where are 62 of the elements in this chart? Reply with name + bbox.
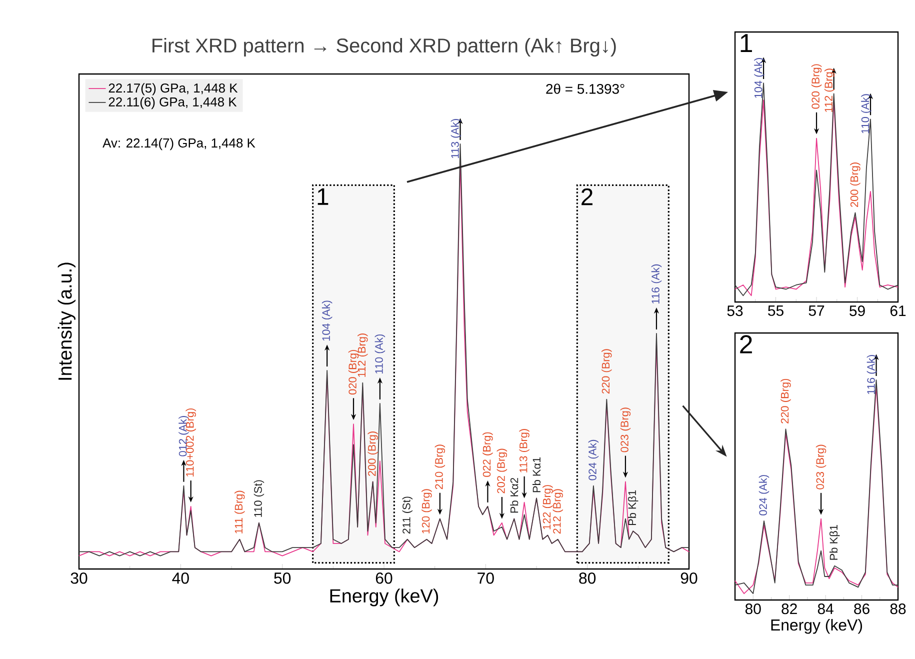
x-tick-label: 84	[818, 604, 834, 614]
legend-label: 22.11(6) GPa, 1,448 K	[108, 96, 237, 110]
text: 2	[740, 335, 752, 354]
text: 2θ = 5.1393°	[546, 84, 624, 94]
x-tick-label: 53	[727, 306, 743, 316]
annotation: 112 (Brg)	[358, 334, 368, 377]
x-tick-label: 40	[172, 572, 189, 584]
annotation: 210 (Brg)	[434, 444, 446, 490]
x-tick-label: 30	[70, 572, 88, 584]
annotation: 212 (Brg)	[552, 489, 563, 534]
annotation: 211 (St)	[402, 496, 412, 534]
annotation: 116 (Ak)	[651, 264, 662, 304]
annotation: 202 (Brg)	[496, 448, 508, 494]
annotation: Pb Kβ1	[830, 525, 840, 560]
annotation: 110 (Ak)	[374, 334, 386, 374]
annotation: 220 (Brg)	[602, 349, 612, 394]
annotation: 110 (Ak)	[861, 94, 872, 134]
x-tick-label: 60	[376, 572, 392, 584]
annotation: 113 (Ak)	[450, 118, 462, 158]
band-label: 1	[318, 188, 328, 205]
band-label: 2	[582, 188, 592, 206]
x-tick-label: 57	[808, 306, 824, 316]
annotation: 200 (Brg)	[850, 162, 860, 207]
x-tick-label: 82	[782, 604, 797, 614]
x-axis-title: Energy (keV)	[330, 588, 438, 606]
x-tick-label: 50	[274, 572, 291, 584]
annotation: 220 (Brg)	[780, 378, 791, 424]
annotation: Pb Kβ1	[628, 490, 638, 526]
annotation: 200 (Brg)	[368, 432, 378, 476]
annotation: 023 (Brg)	[816, 444, 826, 490]
annotation: 024 (Ak)	[588, 440, 599, 480]
x-tick-label: 86	[854, 604, 870, 614]
annotation: 110 (St)	[254, 480, 264, 517]
annotation: 104 (Ak)	[322, 300, 332, 341]
annotation: 022 (Brg)	[482, 432, 493, 477]
annotation: 020 (Brg)	[811, 64, 822, 109]
text: 1	[740, 34, 752, 52]
x-tick-label: 80	[745, 604, 761, 614]
annotation: 104 (Ak)	[754, 58, 764, 98]
annotation: 111 (Brg)	[234, 490, 245, 534]
x-tick-label: 88	[890, 604, 906, 614]
x-tick-label: 70	[478, 572, 494, 584]
annotation: 112 (Brg)	[824, 68, 835, 112]
annotation: Av: 22.14(7) GPa, 1,448 K	[102, 138, 256, 150]
annotation: Pb Kα2	[510, 478, 518, 513]
annotation: 113 (Brg)	[519, 429, 530, 472]
x-tick-label: 55	[768, 306, 784, 316]
annotation: 020 (Brg)	[348, 350, 359, 395]
legend-label: 22.17(5) GPa, 1,448 K	[108, 83, 238, 96]
x-tick-label: 90	[680, 572, 698, 584]
x-tick-label: 80	[579, 572, 596, 584]
y-axis-title: Intensity (a.u.)	[58, 262, 76, 380]
chart-title: First XRD pattern → Second XRD pattern (Ak↑ Brg↓)	[152, 38, 616, 57]
x-axis-title: Energy (keV)	[771, 618, 862, 634]
annotation: Pb Kα1	[532, 457, 541, 492]
x-tick-label: 59	[850, 306, 865, 316]
x-tick-label: 61	[890, 306, 906, 316]
annotation: 120 (Brg)	[422, 489, 432, 534]
annotation: 122 (Brg)	[542, 485, 553, 530]
annotation: 023 (Brg)	[620, 408, 631, 452]
annotation: 116 (Ak)	[866, 354, 878, 394]
annotation: 024 (Ak)	[758, 475, 770, 516]
